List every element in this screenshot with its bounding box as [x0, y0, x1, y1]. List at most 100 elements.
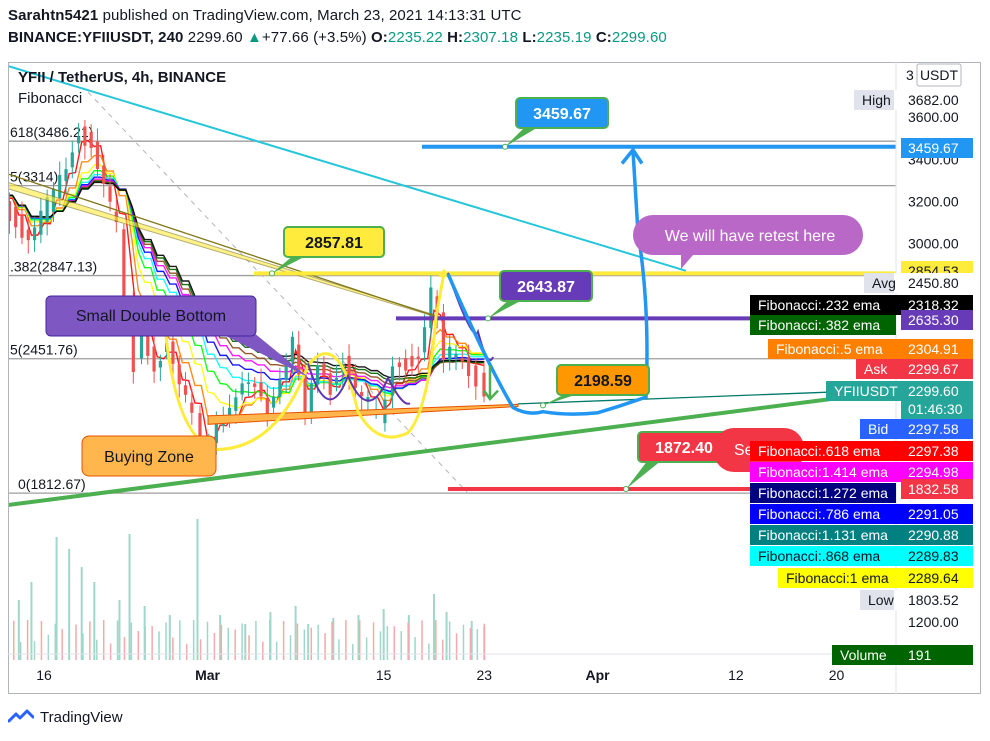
- volume-bar: [358, 620, 361, 660]
- volume-bar: [345, 620, 347, 660]
- volume-bar: [400, 631, 402, 660]
- volume-bar: [262, 641, 264, 660]
- fib-level-label: .382(2847.13): [10, 259, 97, 275]
- volume-bar: [382, 609, 385, 660]
- price-tag: Fibonacci:.786 ema 2291.05: [750, 504, 973, 524]
- price-chart[interactable]: 618(3486.21) 5(3314) .382(2847.13) 5(2451.7…: [8, 62, 981, 694]
- note-text: Se: [734, 442, 754, 459]
- currency-label: USDT: [920, 67, 959, 83]
- candle-body: [410, 356, 414, 367]
- candle-body: [309, 383, 313, 413]
- candle-body: [83, 126, 87, 146]
- price-tag-name: Ask: [864, 361, 888, 377]
- volume-bar: [219, 615, 222, 660]
- volume-bar: [414, 637, 416, 660]
- volume-bar: [432, 594, 435, 660]
- candle-body: [328, 373, 332, 395]
- volume-bar: [407, 622, 409, 660]
- price-tag-name: Fibonacci:.5 ema: [776, 341, 883, 357]
- volume-bar: [365, 637, 368, 660]
- candle-body: [102, 165, 106, 184]
- candle-body: [20, 215, 24, 238]
- price-tag: Fibonacci:.382 ema: [750, 315, 896, 335]
- price-tag-bg: [901, 479, 973, 499]
- volume-bar: [55, 537, 58, 660]
- callout-anchor: [540, 402, 546, 409]
- projected-arrow-head: [620, 146, 644, 165]
- candle-body: [303, 371, 307, 417]
- callout-box: [556, 364, 650, 396]
- candle-body: [240, 383, 244, 395]
- fib-level-label: 5(3314): [10, 169, 58, 185]
- candle-body: [347, 355, 351, 379]
- price-tag-bg: [750, 462, 973, 482]
- callout-anchor: [269, 270, 275, 277]
- footer-brand[interactable]: TradingView: [40, 709, 123, 726]
- purple-zigzag: [307, 363, 411, 405]
- price-tag: Fibonacci:1.414 ema 2294.98: [750, 462, 973, 482]
- price-tag: Fibonacci:.618 ema 2297.38: [750, 441, 973, 461]
- volume-bar: [310, 627, 313, 660]
- candle-body: [158, 361, 162, 368]
- indicator-name: Fibonacci: [18, 90, 82, 107]
- volume-bar: [379, 631, 382, 660]
- volume-bar: [82, 633, 84, 660]
- chart-header: Sarahtn5421 published on TradingView.com…: [8, 5, 983, 49]
- volume-bar: [185, 644, 188, 660]
- price-tag-bg: [750, 441, 973, 461]
- price-callout: 3459.67: [502, 97, 609, 150]
- price-tag-name: High: [862, 92, 891, 108]
- candle-body: [284, 362, 288, 381]
- candle-body: [89, 131, 93, 149]
- callout-anchor: [623, 485, 629, 492]
- price-tag-value: 2299.67: [908, 361, 959, 377]
- price-tag-value: 2450.80: [908, 275, 959, 291]
- candle-body: [366, 397, 370, 402]
- price-tag-bg: [856, 359, 973, 379]
- volume-bar: [393, 626, 396, 660]
- volume-bar: [338, 639, 340, 660]
- price-tag-name: YFIIUSDT: [834, 383, 898, 399]
- volume-bar: [102, 620, 105, 660]
- candle-body: [9, 201, 12, 221]
- volume-bar: [470, 621, 473, 660]
- candle-body: [32, 227, 37, 241]
- callout-anchor: [485, 315, 491, 322]
- volume-bar: [331, 621, 333, 660]
- tradingview-logo-icon[interactable]: [8, 708, 34, 726]
- price-tag: Avg 2450.80: [864, 273, 973, 293]
- volume-bar: [93, 582, 96, 660]
- price-tag-value: 01:46:30: [908, 401, 963, 417]
- price-tag-value: 2291.05: [908, 506, 959, 522]
- volume-bar: [17, 600, 20, 660]
- price-tag-name: Fibonacci:1.131 ema: [758, 527, 888, 543]
- volume-bar: [234, 629, 236, 660]
- candle-body: [422, 327, 427, 353]
- candle-body: [190, 402, 194, 413]
- price-tag: Fibonacci:1 ema 2289.64: [778, 568, 973, 588]
- candle-body: [322, 363, 326, 377]
- candle-body: [404, 358, 408, 371]
- fib-level-label: 618(3486.21): [10, 124, 93, 140]
- x-tick-label: 12: [728, 667, 744, 683]
- volume-bar: [192, 620, 195, 660]
- candle-body: [265, 398, 269, 414]
- volume-bar: [462, 624, 465, 660]
- volume-bar: [206, 621, 209, 660]
- price-tag-bg: [901, 138, 973, 158]
- fib-level-label: 5(2451.76): [10, 342, 78, 358]
- price-tag-label-bg: [854, 90, 894, 110]
- volume-bar: [357, 615, 360, 660]
- candle-body: [108, 186, 112, 202]
- price-tag-name: Fibonacci:.618 ema: [758, 443, 880, 459]
- candle-body: [246, 382, 251, 385]
- ema-line: [9, 179, 485, 386]
- price-tag: Ask 2299.67: [856, 359, 973, 379]
- x-tick-label: 20: [829, 667, 845, 683]
- volume-bar: [386, 626, 389, 660]
- candle-body: [360, 391, 364, 397]
- volume-bar: [196, 519, 199, 660]
- author-name[interactable]: Sarahtn5421: [8, 7, 99, 24]
- candle-body: [390, 366, 395, 396]
- candle-body: [416, 356, 420, 359]
